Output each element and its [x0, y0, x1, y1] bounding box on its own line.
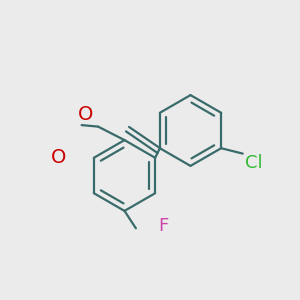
- Text: O: O: [51, 148, 66, 167]
- Text: F: F: [158, 217, 169, 235]
- Text: Cl: Cl: [245, 154, 262, 172]
- Text: O: O: [78, 105, 93, 124]
